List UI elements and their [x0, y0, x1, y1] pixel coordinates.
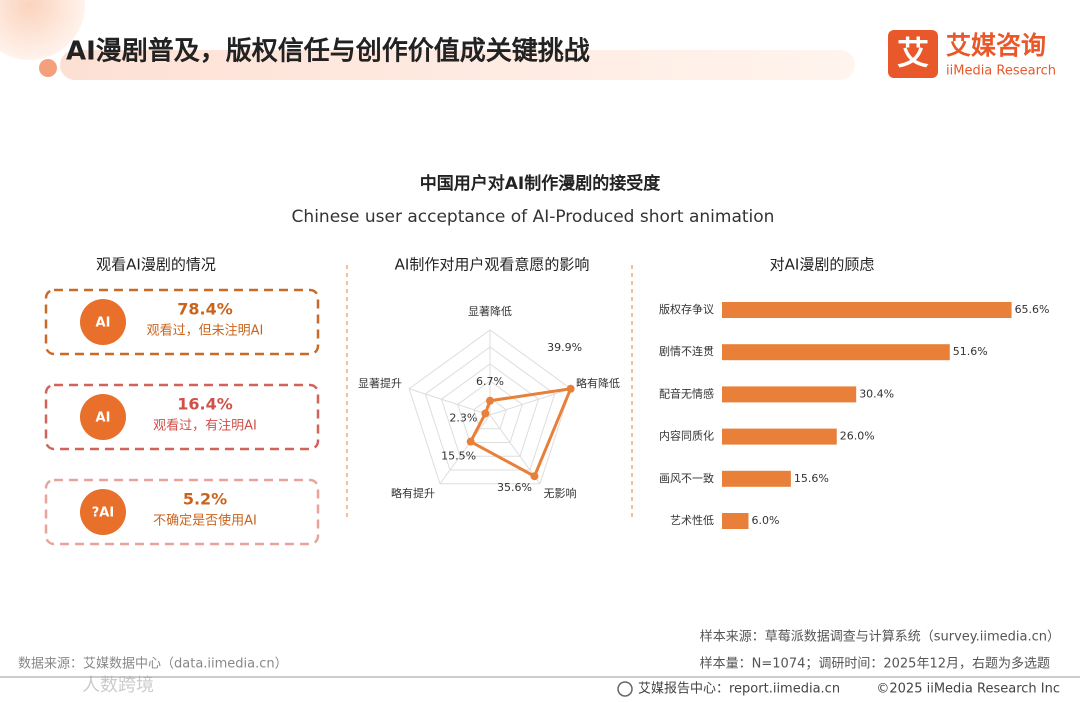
y-tick-label: 版权存争议: [659, 302, 714, 316]
stat-label: 不确定是否使用AI: [153, 513, 257, 529]
stat-icon-text: ?AI: [92, 506, 114, 521]
decor: [0, 0, 85, 60]
stat-value: 16.4%: [177, 395, 233, 414]
value-label: 51.6%: [953, 345, 988, 358]
stat-box: [44, 383, 320, 451]
y-tick-label: 画风不一致: [659, 471, 714, 485]
radar-line: [468, 386, 574, 479]
stat-icon-text: AI: [96, 316, 111, 331]
watermark: 人数跨境: [82, 675, 154, 696]
decor: [39, 59, 57, 77]
y-tick-label: 艺术性低: [670, 513, 714, 527]
bar: [722, 302, 1012, 318]
radar-point: [486, 396, 494, 405]
stat-label: 观看过，有注明AI: [153, 418, 257, 434]
stat-icon: [80, 299, 126, 345]
value-label: 6.7%: [476, 375, 504, 388]
logo-mark: 艾: [897, 34, 929, 72]
title-band: [60, 50, 855, 80]
footer-note: 样本来源：草莓派数据调查与计算系统（survey.iimedia.cn）: [700, 630, 1060, 645]
value-label: 15.6%: [794, 472, 829, 485]
stat-box: [44, 288, 320, 356]
logo-name: 艾媒咨询: [946, 31, 1046, 60]
grid-ring: [408, 329, 572, 485]
footer-report: 艾媒报告中心：report.iimedia.cn: [638, 682, 840, 697]
stat-icon: [80, 394, 126, 440]
grid-ring: [457, 380, 523, 444]
bar: [722, 428, 837, 445]
globe-icon: [617, 681, 633, 697]
grid-ring: [473, 397, 507, 430]
axis-label: 略有提升: [391, 486, 435, 500]
bar: [722, 513, 749, 529]
axis-label: 略有降低: [576, 376, 620, 390]
value-label: 26.0%: [840, 430, 875, 443]
spoke: [489, 414, 541, 485]
stat-icon-text: AI: [96, 411, 111, 426]
radar-point: [530, 472, 539, 481]
stat-box: [44, 478, 320, 546]
chart-title: AI制作对用户观看意愿的影响: [395, 256, 590, 274]
value-label: 30.4%: [859, 387, 894, 400]
value-label: 15.5%: [441, 450, 476, 463]
value-label: 6.0%: [751, 514, 779, 527]
radar-point: [566, 384, 575, 393]
footer-copyright: ©2025 iiMedia Research Inc: [876, 682, 1060, 697]
y-tick-label: 配音无情感: [659, 386, 714, 400]
value-label: 39.9%: [547, 341, 582, 354]
section-title: 中国用户对AI制作漫剧的接受度: [420, 173, 661, 194]
axis-label: 显著降低: [468, 304, 512, 318]
chart-title: 观看AI漫剧的情况: [96, 256, 216, 274]
footer-note: 样本量：N=1074；调研时间：2025年12月，右题为多选题: [700, 656, 1050, 672]
stat-label: 观看过，但未注明AI: [147, 323, 264, 339]
stat-value: 5.2%: [183, 490, 227, 509]
chart-title: 对AI漫剧的顾虑: [770, 256, 875, 274]
logo-sub: iiMedia Research: [946, 64, 1056, 79]
axis-label: 显著提升: [358, 376, 402, 390]
bar: [722, 386, 857, 403]
stat-value: 78.4%: [177, 300, 233, 319]
value-label: 35.6%: [497, 481, 532, 494]
spoke: [439, 414, 491, 485]
y-tick-label: 内容同质化: [659, 429, 714, 443]
radar-point: [481, 409, 490, 418]
value-label: 65.6%: [1015, 303, 1050, 316]
spoke: [409, 388, 491, 416]
logo-box: [888, 30, 938, 78]
value-label: 2.3%: [449, 411, 477, 424]
radar-point: [466, 437, 475, 446]
y-tick-label: 剧情不连贯: [659, 345, 714, 358]
section-subtitle: Chinese user acceptance of AI-Produced s…: [292, 207, 775, 227]
stat-icon: [80, 489, 126, 535]
spoke: [489, 388, 571, 416]
footer-source: 数据来源：艾媒数据中心（data.iimedia.cn）: [18, 657, 288, 672]
grid-ring: [424, 346, 556, 471]
bar: [722, 470, 791, 487]
axis-label: 无影响: [544, 487, 577, 500]
page-title: AI漫剧普及，版权信任与创作价值成关键挑战: [66, 36, 590, 67]
bar: [722, 344, 950, 361]
